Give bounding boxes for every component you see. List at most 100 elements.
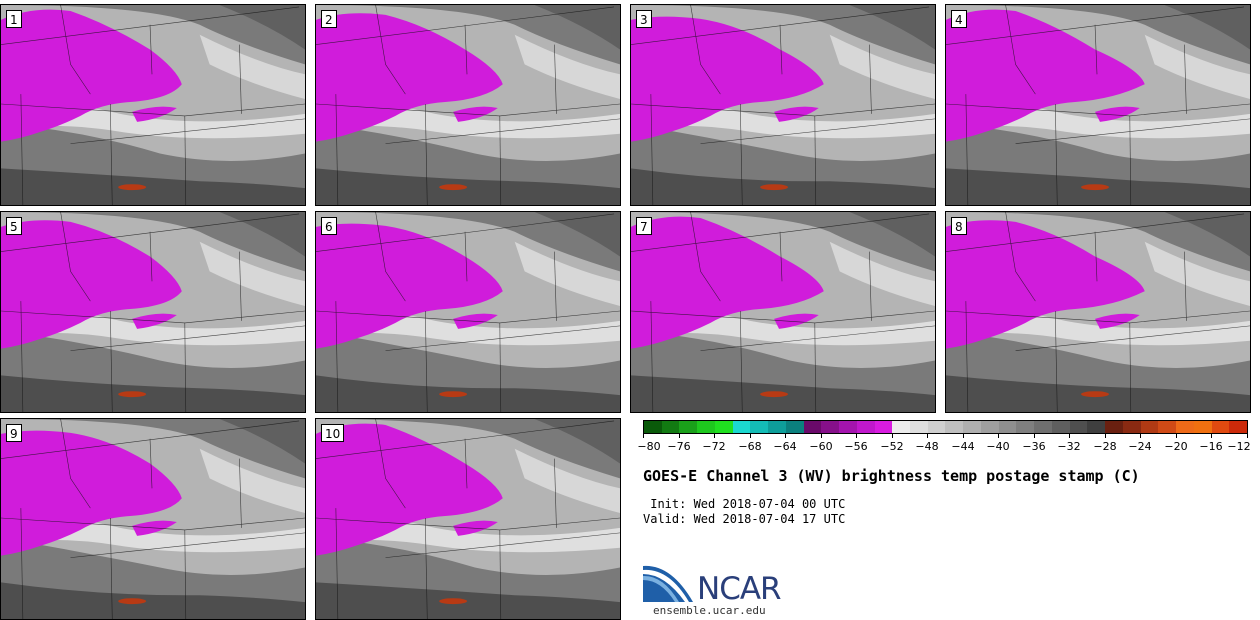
colorbar-segment xyxy=(892,421,911,433)
colorbar-segment xyxy=(714,421,733,433)
colorbar-segment xyxy=(821,421,840,433)
colorbar-segment xyxy=(750,421,769,433)
map-panel: 7 xyxy=(630,211,936,413)
map-panel: 6 xyxy=(315,211,621,413)
colorbar-segment xyxy=(980,421,999,433)
colorbar-tick-label: −20 xyxy=(1164,440,1188,453)
map-panel: 1 xyxy=(0,4,306,206)
colorbar-segment xyxy=(1069,421,1088,433)
map-panel: 4 xyxy=(945,4,1251,206)
water-vapor-map xyxy=(631,212,935,412)
init-time: Init: Wed 2018-07-04 00 UTC xyxy=(643,497,846,511)
map-panel: 10 xyxy=(315,418,621,620)
colorbar-segment xyxy=(644,421,662,433)
colorbar-segment xyxy=(679,421,698,433)
valid-time: Valid: Wed 2018-07-04 17 UTC xyxy=(643,512,846,526)
map-panel: 9 xyxy=(0,418,306,620)
water-vapor-map xyxy=(1,5,305,205)
colorbar-segment xyxy=(1211,421,1230,433)
colorbar xyxy=(643,420,1248,434)
colorbar-segment xyxy=(1193,421,1212,433)
colorbar-tick xyxy=(1211,434,1212,438)
colorbar-tick xyxy=(892,434,893,438)
colorbar-tick xyxy=(998,434,999,438)
colorbar-segment xyxy=(1051,421,1070,433)
colorbar-segment xyxy=(1087,421,1106,433)
colorbar-segment xyxy=(1105,421,1123,433)
colorbar-tick-label: −32 xyxy=(1057,440,1081,453)
colorbar-segment xyxy=(732,421,751,433)
colorbar-segment xyxy=(839,421,857,433)
colorbar-tick-label: −28 xyxy=(1093,440,1117,453)
colorbar-tick xyxy=(856,434,857,438)
panel-number: 2 xyxy=(321,10,337,28)
water-vapor-map xyxy=(631,5,935,205)
colorbar-tick xyxy=(1140,434,1141,438)
colorbar-tick-label: −24 xyxy=(1128,440,1152,453)
colorbar-tick-label: −72 xyxy=(702,440,726,453)
panel-number: 1 xyxy=(6,10,22,28)
colorbar-tick-label: −76 xyxy=(667,440,691,453)
colorbar-segment xyxy=(1229,421,1247,433)
colorbar-segment xyxy=(697,421,715,433)
colorbar-segment xyxy=(1176,421,1194,433)
colorbar-tick-label: −36 xyxy=(1022,440,1046,453)
colorbar-segment xyxy=(1016,421,1035,433)
colorbar-segment xyxy=(927,421,946,433)
colorbar-tick xyxy=(679,434,680,438)
colorbar-ticks: −80 −76 −72 −68 −64 −60 −56 −52 −48 −44 −40 −36 −32−… xyxy=(637,434,1251,458)
colorbar-tick xyxy=(750,434,751,438)
colorbar-tick-label: −52 xyxy=(880,440,904,453)
water-vapor-map xyxy=(316,5,620,205)
water-vapor-map xyxy=(946,212,1250,412)
map-panel: 2 xyxy=(315,4,621,206)
colorbar-tick xyxy=(927,434,928,438)
panel-number: 6 xyxy=(321,217,337,235)
colorbar-tick xyxy=(1034,434,1035,438)
colorbar-segment xyxy=(945,421,964,433)
colorbar-tick xyxy=(714,434,715,438)
colorbar-tick-label: −64 xyxy=(773,440,797,453)
water-vapor-map xyxy=(316,419,620,619)
water-vapor-map xyxy=(1,419,305,619)
colorbar-tick-label: −40 xyxy=(986,440,1010,453)
map-panel: 3 xyxy=(630,4,936,206)
colorbar-tick xyxy=(785,434,786,438)
water-vapor-map xyxy=(946,5,1250,205)
map-panel: 8 xyxy=(945,211,1251,413)
ncar-logo-icon xyxy=(643,565,693,602)
water-vapor-map xyxy=(316,212,620,412)
panel-number: 10 xyxy=(321,424,345,442)
map-panel: 5 xyxy=(0,211,306,413)
colorbar-tick xyxy=(1247,434,1248,438)
water-vapor-map xyxy=(1,212,305,412)
colorbar-segment xyxy=(785,421,804,433)
colorbar-segment xyxy=(803,421,822,433)
colorbar-tick-label: −68 xyxy=(738,440,762,453)
panel-number: 8 xyxy=(951,217,967,235)
colorbar-tick xyxy=(1176,434,1177,438)
colorbar-tick xyxy=(821,434,822,438)
colorbar-tick-label: −44 xyxy=(951,440,975,453)
colorbar-tick xyxy=(1069,434,1070,438)
panel-number: 5 xyxy=(6,217,22,235)
figure-title: GOES-E Channel 3 (WV) brightness temp po… xyxy=(643,467,1140,485)
website-url: ensemble.ucar.edu xyxy=(653,604,766,617)
colorbar-segment xyxy=(856,421,875,433)
colorbar-tick-label: −56 xyxy=(844,440,868,453)
colorbar-segment xyxy=(1140,421,1159,433)
panel-number: 9 xyxy=(6,424,22,442)
colorbar-tick-label: −48 xyxy=(915,440,939,453)
colorbar-segment xyxy=(910,421,928,433)
panel-number: 4 xyxy=(951,10,967,28)
colorbar-segment xyxy=(963,421,981,433)
colorbar-segment xyxy=(661,421,680,433)
colorbar-tick xyxy=(643,434,644,438)
colorbar-segment xyxy=(1034,421,1052,433)
colorbar-segment xyxy=(998,421,1017,433)
colorbar-tick-label: −60 xyxy=(809,440,833,453)
colorbar-segment xyxy=(768,421,786,433)
colorbar-tick-label: −80 xyxy=(637,440,661,453)
colorbar-tick-label: −16 xyxy=(1199,440,1223,453)
logo-text: NCAR xyxy=(697,571,782,607)
